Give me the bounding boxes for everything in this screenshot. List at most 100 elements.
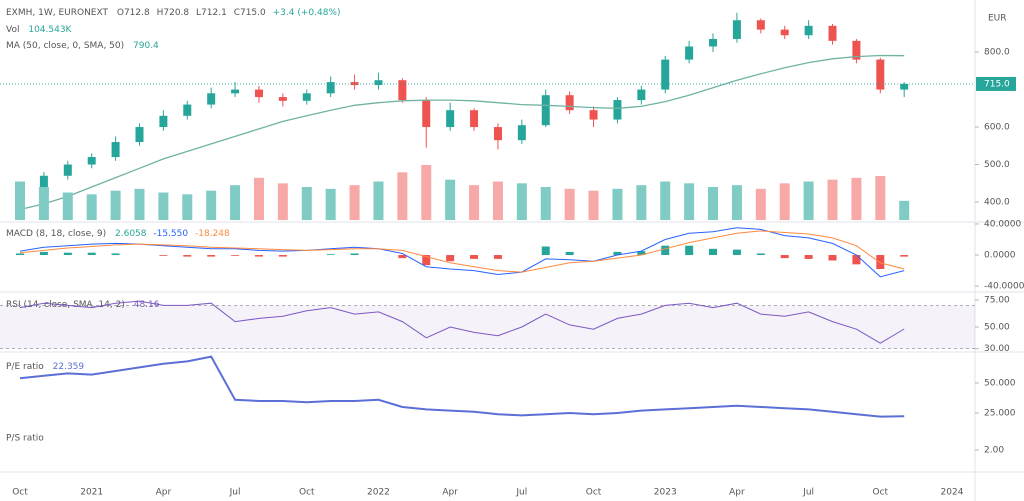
volume-bar [803,181,814,220]
rsi-value: 48.16 [134,300,160,310]
macd-histogram-bar [159,255,168,256]
volume-bar [445,179,456,220]
candle-body [565,95,574,111]
volume-bar [15,181,25,220]
candle-body [756,20,765,30]
volume-legend: Vol 104.543K [6,25,73,35]
macd-histogram-bar [446,255,455,262]
y-tick-label: 0.0000 [984,251,1016,261]
volume-bar [708,187,719,220]
volume-bar [134,188,145,220]
candle-body [446,110,455,128]
macd-histogram-bar [39,251,48,256]
y-tick-label: 30.00 [984,344,1010,354]
x-tick-label: Oct [586,488,602,498]
macd-histogram-bar [350,253,359,256]
candle-body [685,46,694,60]
last-price-tag [976,76,1016,91]
rsi-name: RSI (14, close, SMA, 14, 2) [6,300,125,310]
candle-body [828,25,837,41]
ohlc-low: L712.1 [196,8,227,18]
volume-bar [469,185,480,220]
volume-bar [899,200,910,220]
y-tick-label: 75.00 [984,296,1010,306]
macd-histogram-bar [470,255,479,259]
candle-body [780,29,789,36]
candle-body [87,157,96,165]
x-tick-label: Apr [442,488,458,498]
y-tick-label: -40.0000 [984,282,1024,292]
macd-signal-value: -18.248 [195,229,230,239]
candle-body [63,164,72,176]
candle-body [302,93,311,101]
volume-bar [325,188,336,220]
candle-body [111,142,120,158]
macd-histogram-bar [398,255,407,259]
macd-histogram-bar [541,246,550,256]
volume-bar [206,190,217,220]
x-tick-label: 2022 [367,488,390,498]
volume-bar [253,177,264,220]
x-tick-label: 2021 [80,488,103,498]
volume-bar [110,190,121,220]
pe-value: 22.359 [53,362,85,372]
macd-histogram-bar [852,255,861,265]
candle-body [159,115,168,128]
y-tick-label: 50.000 [984,378,1016,388]
volume-bar [875,176,886,220]
macd-name: MACD (8, 18, close, 9) [6,229,106,239]
x-tick-label: Oct [873,488,889,498]
candle-body [207,93,216,105]
volume-bar [86,194,97,220]
macd-histogram-bar [637,251,646,256]
volume-bar [397,172,408,220]
volume-bar [612,188,623,220]
candle-body [589,110,598,120]
ohlc-high: H720.8 [157,8,190,18]
candle-body [900,83,909,90]
y-tick-label: 50.00 [984,323,1010,333]
volume-bar [588,190,599,220]
volume-bar [182,194,193,220]
macd-histogram-bar [16,253,24,256]
ma-value: 790.4 [133,41,159,51]
candle-body [254,89,263,98]
macd-histogram-bar [709,248,718,256]
candle-body [517,125,526,141]
macd-histogram-bar [828,255,837,261]
candle-body [876,59,885,90]
volume-bar [230,185,241,220]
y-tick-label: 2.00 [984,446,1004,456]
y-tick-label: 25.000 [984,408,1016,418]
candle-body [852,40,861,60]
volume-bar [492,181,503,220]
macd-histogram-bar [63,252,72,256]
macd-histogram-bar [732,249,741,256]
macd-histogram-bar [661,245,670,256]
candle-body [183,104,192,116]
currency-label: EUR [988,14,1007,24]
candle-body [135,127,144,143]
macd-histogram-bar [756,253,765,256]
candle-body [470,110,479,128]
ps-legend: P/S ratio [6,434,44,444]
candle-body [374,80,383,86]
candle-body [231,89,240,94]
pe-name: P/E ratio [6,362,44,372]
volume-bar [851,177,862,220]
candle-body [398,80,407,101]
indicator-line [19,300,905,344]
volume-bar [373,181,384,220]
y-tick-label: 600.0 [984,123,1010,133]
macd-histogram-bar [613,251,622,256]
volume-bar [349,185,360,220]
macd-histogram-bar [183,255,192,257]
symbol-title: EXMH, 1W, EURONEXT [6,8,108,18]
pe-legend: P/E ratio 22.359 [6,362,84,372]
candle-body [541,95,550,126]
indicator-line [19,355,905,418]
x-tick-label: Jul [802,488,814,498]
